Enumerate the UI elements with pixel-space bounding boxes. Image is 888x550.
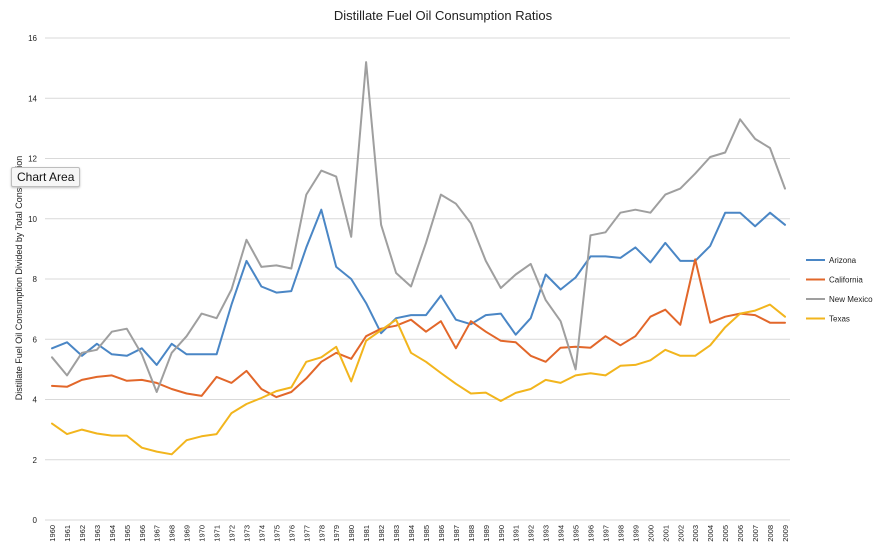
x-tick-label: 1995 (572, 525, 581, 542)
series-line-texas[interactable] (51, 303, 786, 456)
x-tick-label: 1960 (48, 525, 57, 542)
x-tick-label: 1968 (168, 525, 177, 542)
x-tick-label: 1965 (123, 525, 132, 542)
y-axis-label: Distillate Fuel Oil Consumption Divided … (14, 156, 24, 400)
x-tick-label: 1985 (422, 525, 431, 542)
x-tick-label: 1987 (452, 525, 461, 542)
x-tick-label: 2002 (676, 525, 685, 542)
chart-area-tooltip: Chart Area (11, 167, 81, 187)
x-tick-label: 2009 (781, 525, 790, 542)
x-tick-label: 1971 (213, 525, 222, 542)
x-tick-label: 1973 (242, 525, 251, 542)
legend-label: New Mexico (829, 295, 873, 304)
x-tick-label: 1964 (108, 525, 117, 542)
x-tick-label: 1990 (497, 525, 506, 542)
x-tick-label: 2006 (736, 525, 745, 542)
x-tick-label: 1993 (542, 525, 551, 542)
x-tick-label: 1984 (407, 525, 416, 542)
x-tick-label: 1997 (601, 525, 610, 542)
y-tick-label: 12 (28, 155, 37, 164)
x-axis-ticks: 1960 1961 1962 1963 1964 1965 1966 1967 1968 1969… (48, 525, 790, 542)
y-tick-label: 16 (28, 34, 37, 43)
x-tick-label: 1989 (482, 525, 491, 542)
x-tick-label: 1962 (78, 525, 87, 542)
chart-title: Distillate Fuel Oil Consumption Ratios (334, 8, 553, 23)
x-tick-label: 1977 (302, 525, 311, 542)
series-line-california[interactable] (51, 258, 786, 399)
legend-label: California (829, 276, 863, 285)
x-tick-label: 1994 (557, 525, 566, 542)
x-tick-label: 2000 (646, 525, 655, 542)
x-tick-label: 1966 (138, 525, 147, 542)
y-tick-label: 0 (33, 516, 38, 525)
x-tick-label: 1975 (272, 525, 281, 542)
gridlines (45, 37, 790, 521)
x-tick-label: 1961 (63, 525, 72, 542)
y-tick-label: 2 (33, 456, 38, 465)
x-tick-label: 1999 (631, 525, 640, 542)
x-tick-label: 1982 (377, 525, 386, 542)
y-tick-label: 6 (33, 335, 38, 344)
x-tick-label: 2004 (706, 525, 715, 542)
y-tick-label: 8 (33, 275, 38, 284)
x-tick-label: 1969 (183, 525, 192, 542)
x-tick-label: 1967 (153, 525, 162, 542)
legend-label: Arizona (829, 256, 857, 265)
legend[interactable]: Arizona California New Mexico Texas (806, 256, 873, 324)
y-tick-label: 4 (33, 396, 38, 405)
y-axis-ticks: 0 2 4 6 8 10 12 14 16 (28, 34, 37, 525)
y-tick-label: 14 (28, 94, 37, 103)
x-tick-label: 2005 (721, 525, 730, 542)
x-tick-label: 2003 (691, 525, 700, 542)
x-tick-label: 1972 (228, 525, 237, 542)
x-tick-label: 1974 (257, 525, 266, 542)
x-tick-label: 1983 (392, 525, 401, 542)
x-tick-label: 2008 (766, 525, 775, 542)
x-tick-label: 1980 (347, 525, 356, 542)
x-tick-label: 2007 (751, 525, 760, 542)
series-line-arizona[interactable] (51, 208, 786, 366)
x-tick-label: 1991 (512, 525, 521, 542)
x-tick-label: 2001 (661, 525, 670, 542)
x-tick-label: 1981 (362, 525, 371, 542)
x-tick-label: 1963 (93, 525, 102, 542)
x-tick-label: 1976 (287, 525, 296, 542)
plot-area[interactable] (51, 61, 786, 456)
x-tick-label: 1986 (437, 525, 446, 542)
x-tick-label: 1996 (587, 525, 596, 542)
x-tick-label: 1988 (467, 525, 476, 542)
legend-label: Texas (829, 315, 850, 324)
x-tick-label: 1979 (332, 525, 341, 542)
x-tick-label: 1992 (527, 525, 536, 542)
x-tick-label: 1998 (616, 525, 625, 542)
y-tick-label: 10 (28, 215, 37, 224)
x-tick-label: 1970 (198, 525, 207, 542)
x-tick-label: 1978 (317, 525, 326, 542)
series-line-new-mexico[interactable] (51, 61, 786, 393)
